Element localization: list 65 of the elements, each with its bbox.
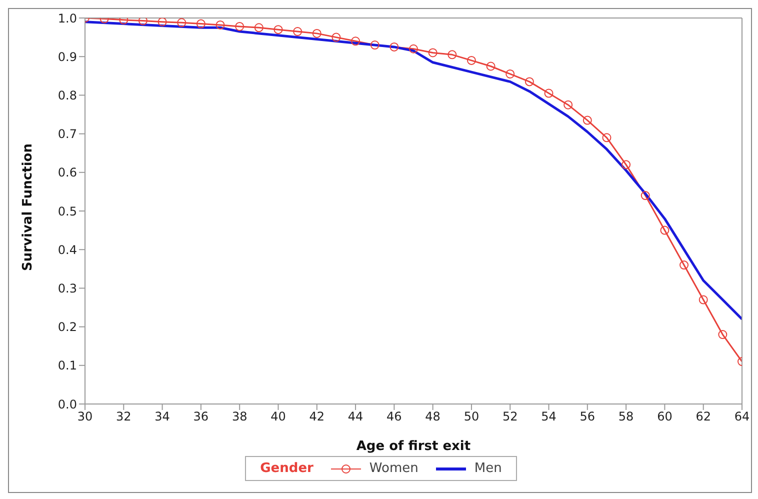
x-tick-label: 50	[464, 410, 480, 424]
point	[428, 48, 438, 58]
point	[351, 36, 360, 46]
legend-label: Women	[368, 461, 418, 476]
x-tick-label: 54	[541, 410, 556, 424]
point	[254, 23, 264, 32]
point	[370, 40, 380, 50]
legend-title: Gender	[260, 461, 314, 476]
point	[138, 18, 148, 26]
y-tick-label: 0.5	[58, 204, 77, 218]
x-tick-label: 62	[696, 410, 711, 424]
x-tick-label: 52	[502, 410, 518, 424]
x-tick-label: 60	[657, 410, 672, 424]
point	[680, 260, 689, 270]
x-tick-label: 40	[270, 410, 286, 424]
point	[486, 62, 496, 71]
point	[640, 191, 650, 200]
x-tick-label: 32	[116, 410, 132, 424]
point	[622, 160, 631, 170]
point	[312, 28, 322, 38]
point	[524, 77, 534, 86]
point	[466, 56, 476, 65]
y-tick-label: 0.2	[58, 320, 77, 334]
point	[582, 116, 592, 125]
point	[448, 50, 457, 60]
point	[602, 133, 612, 142]
y-tick-label: 0.3	[58, 281, 77, 296]
x-tick-label: 42	[309, 410, 325, 424]
x-tick-label: 46	[386, 410, 402, 424]
point	[216, 20, 225, 30]
y-tick-label: 0.8	[58, 88, 77, 102]
x-tick-label: 58	[618, 410, 634, 424]
point	[506, 69, 515, 78]
y-tick-label: 1.0	[58, 11, 77, 26]
x-tick-label: 48	[425, 410, 440, 424]
point	[698, 295, 708, 304]
legend-label: Men	[473, 461, 502, 476]
x-tick-label: 36	[193, 410, 209, 424]
x-tick-label: 30	[77, 410, 93, 424]
y-tick-label: 0.9	[58, 50, 77, 64]
y-tick-label: 0.6	[58, 166, 77, 180]
point	[235, 22, 244, 31]
point	[158, 18, 167, 26]
x-axis-title: Age of first exit	[356, 439, 471, 454]
x-tick-label: 44	[348, 410, 364, 424]
x-tick-label: 56	[580, 410, 596, 424]
point	[293, 27, 302, 36]
point	[196, 19, 206, 28]
y-tick-label: 0.1	[58, 358, 77, 373]
y-tick-label: 0.4	[58, 242, 77, 257]
y-axis-title: Survival Function	[20, 144, 36, 271]
point	[332, 32, 341, 42]
x-tick-label: 64	[734, 410, 750, 424]
point	[660, 226, 670, 235]
y-tick-label: 0.0	[58, 397, 77, 412]
point	[409, 44, 418, 54]
point	[390, 42, 399, 52]
point	[718, 330, 728, 340]
x-tick-label: 38	[232, 410, 248, 424]
x-tick-label: 34	[154, 410, 170, 424]
point	[544, 88, 554, 98]
point	[564, 100, 573, 110]
point	[177, 18, 186, 28]
y-tick-label: 0.7	[58, 127, 77, 142]
point	[274, 25, 283, 34]
